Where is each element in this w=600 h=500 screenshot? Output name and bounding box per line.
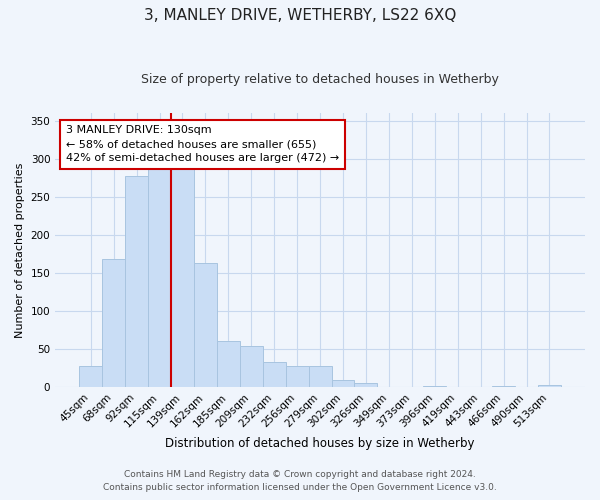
Y-axis label: Number of detached properties: Number of detached properties (15, 162, 25, 338)
Bar (102, 259, 125, 387)
Bar (171, 166, 194, 387)
Bar (332, 380, 355, 387)
Text: Contains HM Land Registry data © Crown copyright and database right 2024.
Contai: Contains HM Land Registry data © Crown c… (103, 470, 497, 492)
Bar (286, 366, 308, 387)
Text: 3 MANLEY DRIVE: 130sqm
← 58% of detached houses are smaller (655)
42% of semi-de: 3 MANLEY DRIVE: 130sqm ← 58% of detached… (66, 126, 339, 164)
Bar (125, 176, 148, 387)
Bar (240, 346, 263, 387)
Bar (217, 342, 240, 387)
Bar (148, 166, 171, 387)
Bar (355, 383, 377, 387)
Bar (538, 384, 561, 387)
Bar (194, 263, 217, 387)
Bar (423, 386, 446, 387)
Bar (263, 362, 286, 387)
X-axis label: Distribution of detached houses by size in Wetherby: Distribution of detached houses by size … (166, 437, 475, 450)
Bar (79, 366, 102, 387)
Title: Size of property relative to detached houses in Wetherby: Size of property relative to detached ho… (141, 72, 499, 86)
Bar (492, 386, 515, 387)
Bar (308, 366, 332, 387)
Text: 3, MANLEY DRIVE, WETHERBY, LS22 6XQ: 3, MANLEY DRIVE, WETHERBY, LS22 6XQ (144, 8, 456, 22)
